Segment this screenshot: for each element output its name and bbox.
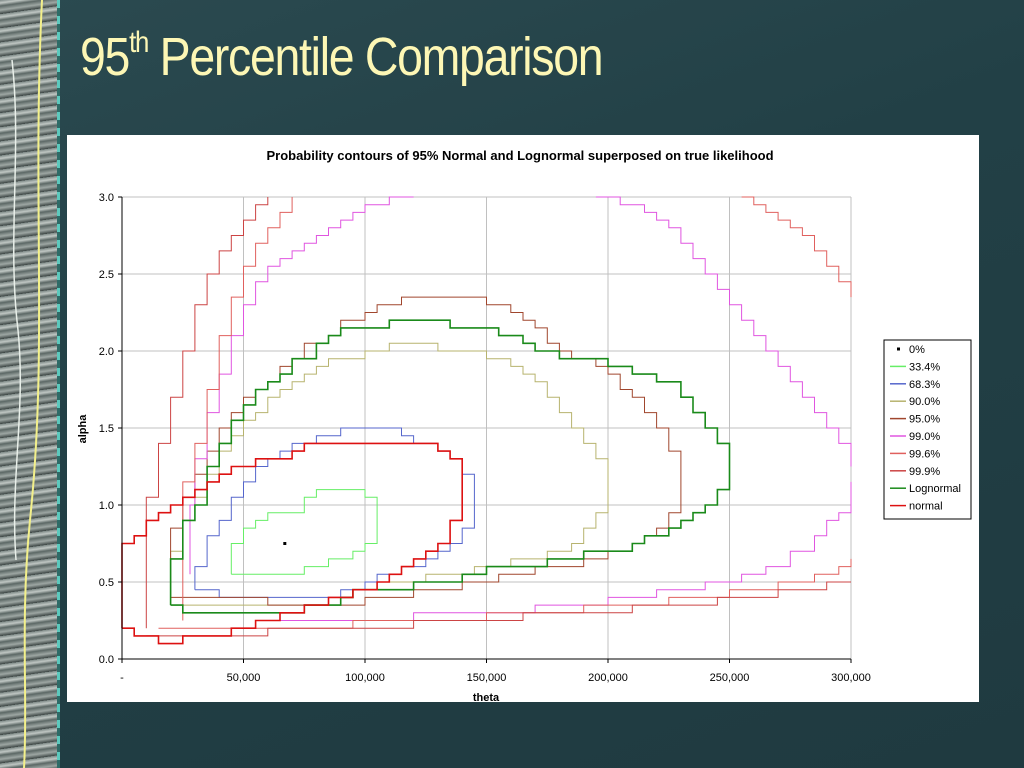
x-tick-label: 300,000 [831,672,871,684]
series-0-point [283,542,287,545]
series-68-3-line [194,427,475,598]
series-99-6-c-line [158,558,852,629]
series-99-0-b-line [595,196,852,467]
y-tick-label: 1.5 [99,423,114,435]
decorative-topo-strip [0,0,60,768]
x-axis-label: theta [473,692,500,702]
x-tick-label: 200,000 [588,672,628,684]
legend-entry-label: 95.0% [909,414,940,426]
legend-entry-label: Lognormal [909,483,961,495]
series-99-0-line [189,196,414,575]
series-99-6-line [182,197,293,621]
series-lognormal-line [169,319,731,614]
axes: - 50,000 100,000 150,000 200,000 250,000 300,0… [99,192,871,684]
series-90-0-line [170,342,609,606]
series-99-6-b-line [741,196,852,298]
y-tick-label: 0.0 [99,654,114,666]
legend-box [883,339,972,520]
series-99-9-b-line [146,581,851,637]
x-tick-label: 150,000 [467,672,507,684]
series-99-0-c-line [267,481,852,621]
series-layer [121,196,852,645]
slide-title: 95th Percentile Comparison [80,26,604,88]
y-tick-label: 2.5 [99,269,114,281]
legend-entry-label: 99.9% [909,466,940,478]
legend-entry-label: 99.0% [909,431,940,443]
slide-title-number: 95 [80,27,130,87]
legend-entry-label: normal [909,501,943,513]
y-tick-label: 3.0 [99,192,114,204]
y-tick-label: 1.0 [99,500,114,512]
legend-marker [897,347,900,351]
decorative-yellow-line [11,0,43,768]
chart-panel: Probability contours of 95% Normal and L… [67,135,979,702]
y-axis-label: alpha [77,414,89,444]
x-tick-label: 250,000 [710,672,750,684]
y-tick-label: 0.5 [99,577,114,589]
slide-title-text: Percentile Comparison [148,27,604,87]
legend-entry-label: 0% [909,344,925,356]
y-tick-label: 2.0 [99,346,114,358]
series-33-4-line [230,489,378,575]
contour-chart: Probability contours of 95% Normal and L… [77,148,972,702]
legend-entry-label: 90.0% [909,396,940,408]
legend-entry-label: 68.3% [909,379,940,391]
chart-title: Probability contours of 95% Normal and L… [266,148,773,163]
slide-title-superscript: th [129,26,149,59]
series-normal-line [121,442,464,645]
x-tick-label: - [120,672,124,684]
legend: 0% 33.4% 68.3% 90.0% 95.0% 99.0% 99.6% 99.9% Log… [883,339,972,520]
series-99-9-line [145,197,269,629]
legend-entry-label: 99.6% [909,448,940,460]
x-tick-label: 50,000 [227,672,261,684]
x-tick-label: 100,000 [345,672,385,684]
legend-entry-label: 33.4% [909,361,940,373]
